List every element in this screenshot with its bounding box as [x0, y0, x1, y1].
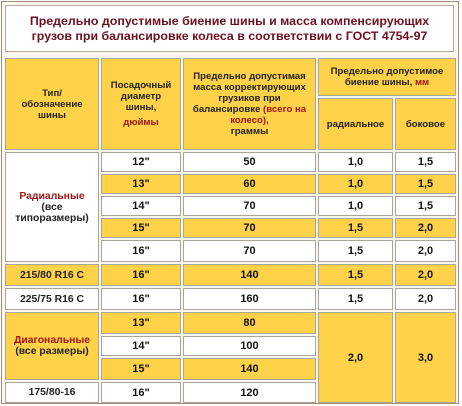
cell-lateral-runout: 2,0 [395, 288, 456, 310]
cell-mass: 70 [183, 240, 316, 262]
cell-diameter: 16" [101, 264, 181, 286]
cell-mass: 140 [183, 264, 316, 286]
header-lateral: боковое [395, 98, 456, 150]
cell-mass: 140 [183, 358, 316, 380]
header-radial: радиальное [318, 98, 393, 150]
group-225-75-r16c: 225/75 R16 C [5, 288, 99, 310]
cell-diameter: 15" [101, 218, 181, 238]
cell-diameter: 14" [101, 196, 181, 216]
cell-lateral-runout: 2,0 [395, 218, 456, 238]
cell-lateral-runout: 2,0 [395, 240, 456, 262]
cell-radial-runout: 1,5 [318, 218, 393, 238]
cell-diameter: 13" [101, 174, 181, 194]
header-tire-type: Тип/ обозначение шины [5, 58, 99, 150]
cell-radial-runout: 1,5 [318, 288, 393, 310]
cell-diagonal-lateral-runout: 3,0 [395, 312, 456, 403]
cell-diameter: 16" [101, 240, 181, 262]
cell-mass: 70 [183, 196, 316, 216]
cell-diameter: 16" [101, 288, 181, 310]
cell-diameter: 13" [101, 312, 181, 334]
cell-mass: 160 [183, 288, 316, 310]
page-title: Предельно допустимые биение шины и масса… [5, 5, 454, 52]
cell-lateral-runout: 1,5 [395, 196, 456, 216]
cell-lateral-runout: 1,5 [395, 152, 456, 172]
header-rim-diameter: Посадочный диаметр шины, дюймы [101, 58, 181, 150]
cell-radial-runout: 1,0 [318, 196, 393, 216]
cell-radial-runout: 1,5 [318, 264, 393, 286]
cell-lateral-runout: 2,0 [395, 264, 456, 286]
cell-diagonal-radial-runout: 2,0 [318, 312, 393, 403]
cell-mass: 50 [183, 152, 316, 172]
cell-lateral-runout: 1,5 [395, 174, 456, 194]
cell-diameter: 12" [101, 152, 181, 172]
cell-radial-runout: 1,0 [318, 152, 393, 172]
cell-mass: 100 [183, 336, 316, 356]
cell-mass: 60 [183, 174, 316, 194]
group-215-80-r16c: 215/80 R16 C [5, 264, 99, 286]
cell-diameter: 14" [101, 336, 181, 356]
header-balance-mass: Предельно допустимая масса корректирующи… [183, 58, 316, 150]
group-radial: Радиальные (все типоразмеры) [5, 152, 99, 262]
cell-mass: 120 [183, 382, 316, 403]
group-diagonal: Диагональные (все размеры) [5, 312, 99, 380]
cell-radial-runout: 1,0 [318, 174, 393, 194]
group-175-80-16: 175/80-16 [5, 382, 99, 403]
header-runout: Предельно допустимое биение шины, мм [318, 58, 456, 96]
cell-radial-runout: 1,5 [318, 240, 393, 262]
cell-mass: 70 [183, 218, 316, 238]
cell-mass: 80 [183, 312, 316, 334]
cell-diameter: 16" [101, 382, 181, 403]
cell-diameter: 15" [101, 358, 181, 380]
